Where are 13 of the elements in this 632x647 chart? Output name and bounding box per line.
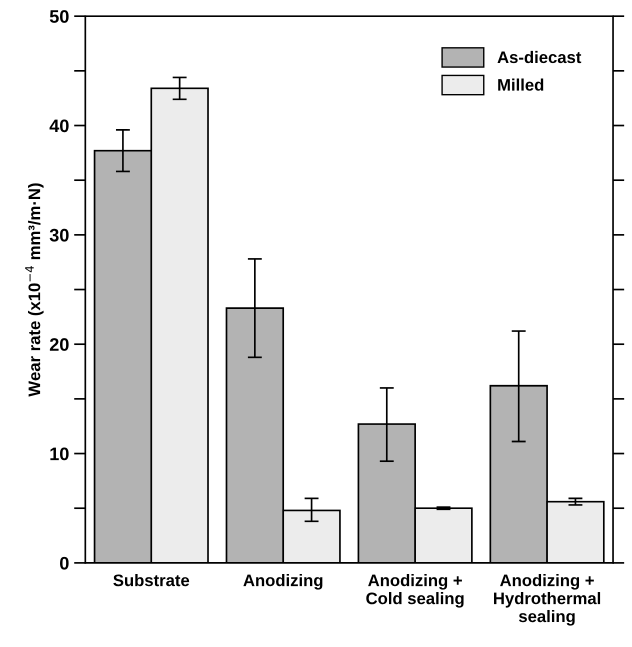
y-tick-label: 20 (50, 338, 69, 351)
legend-label: As-diecast (498, 50, 582, 64)
x-tick-label: Anodizing + Cold sealing (366, 574, 464, 608)
y-axis-title: Wear rate (x10$^{−4}$ mm³/m·N) (25, 183, 44, 397)
x-tick-label: Substrate (113, 574, 190, 586)
x-tick-label: Anodizing (243, 574, 322, 590)
legend-label: Milled (498, 78, 544, 91)
y-tick-label: 10 (50, 447, 69, 460)
y-tick-label: 0 (60, 556, 69, 570)
y-tick-label: 50 (50, 10, 69, 23)
y-tick-label: 40 (50, 119, 69, 132)
y-tick-label: 30 (50, 228, 69, 242)
x-tick-label: Anodizing + Hydrothermal sealing (494, 574, 600, 626)
